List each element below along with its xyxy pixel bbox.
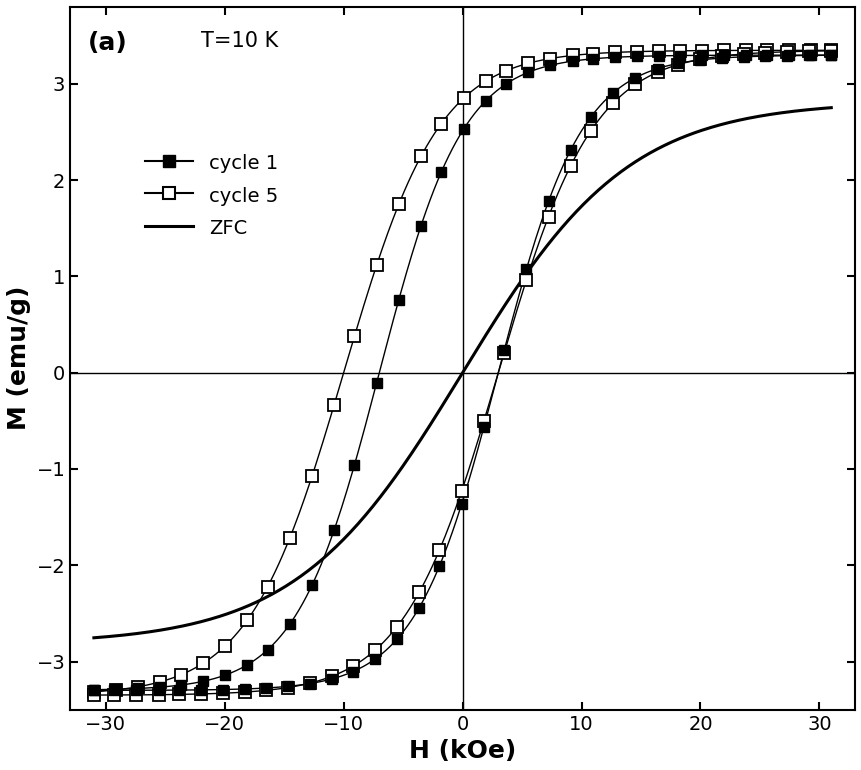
X-axis label: H (kOe): H (kOe) [408,739,516,763]
Text: (a): (a) [88,31,127,55]
Text: T=10 K: T=10 K [201,31,278,51]
Y-axis label: M (emu/g): M (emu/g) [7,286,31,430]
Legend: cycle 1, cycle 5, ZFC: cycle 1, cycle 5, ZFC [134,143,288,247]
